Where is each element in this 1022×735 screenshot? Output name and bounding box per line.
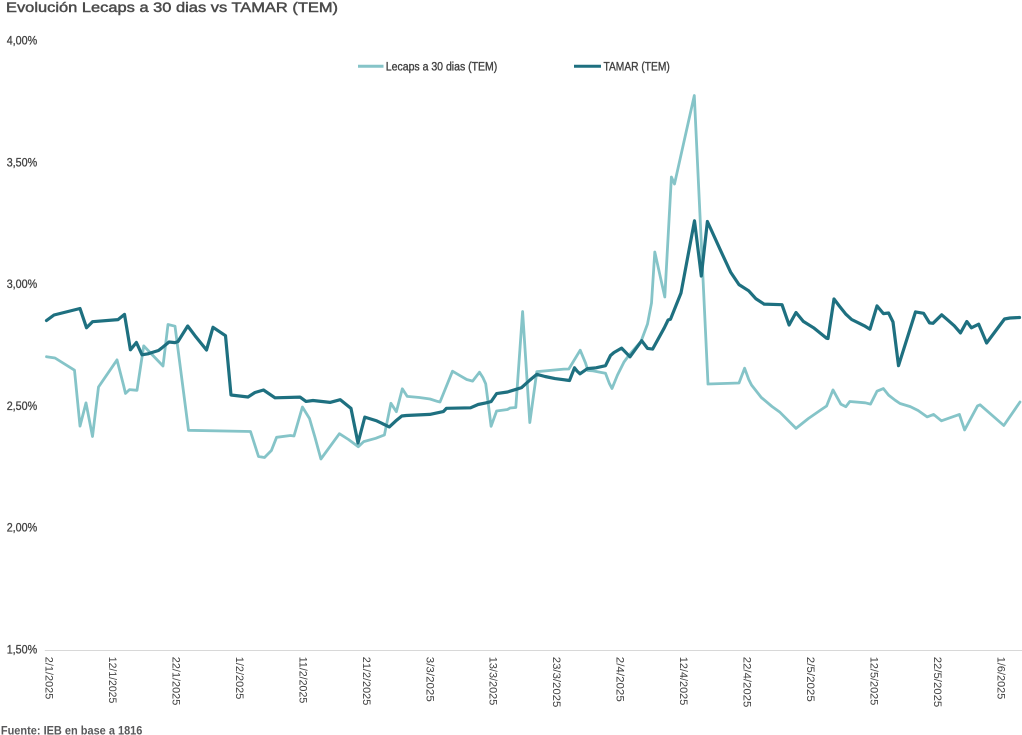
svg-text:3,50%: 3,50% xyxy=(7,155,38,169)
svg-text:2/5/2025: 2/5/2025 xyxy=(804,657,816,702)
svg-text:4,00%: 4,00% xyxy=(7,34,38,48)
svg-text:22/5/2025: 22/5/2025 xyxy=(931,657,943,708)
svg-text:Evolución Lecaps a 30 dias vs: Evolución Lecaps a 30 dias vs TAMAR (TEM… xyxy=(6,0,338,15)
svg-text:22/1/2025: 22/1/2025 xyxy=(169,657,181,706)
svg-text:12/4/2025: 12/4/2025 xyxy=(677,657,689,706)
svg-text:1/2/2025: 1/2/2025 xyxy=(233,657,245,700)
svg-text:2,00%: 2,00% xyxy=(7,521,38,535)
svg-text:21/2/2025: 21/2/2025 xyxy=(360,657,372,706)
svg-text:Fuente: IEB en base a 1816: Fuente: IEB en base a 1816 xyxy=(1,724,143,735)
svg-text:2,50%: 2,50% xyxy=(7,399,38,413)
svg-text:3/3/2025: 3/3/2025 xyxy=(423,657,435,702)
svg-text:12/5/2025: 12/5/2025 xyxy=(867,657,879,706)
svg-text:11/2/2025: 11/2/2025 xyxy=(296,657,308,704)
svg-text:1,50%: 1,50% xyxy=(7,643,38,657)
svg-text:TAMAR (TEM): TAMAR (TEM) xyxy=(604,59,670,73)
svg-text:1/6/2025: 1/6/2025 xyxy=(994,657,1006,700)
svg-text:13/3/2025: 13/3/2025 xyxy=(487,657,499,706)
svg-text:22/4/2025: 22/4/2025 xyxy=(741,657,753,708)
svg-text:2/4/2025: 2/4/2025 xyxy=(614,657,626,702)
svg-text:12/1/2025: 12/1/2025 xyxy=(106,657,118,704)
svg-text:Lecaps a 30 dias (TEM): Lecaps a 30 dias (TEM) xyxy=(386,59,498,73)
svg-text:23/3/2025: 23/3/2025 xyxy=(550,657,562,708)
svg-text:3,00%: 3,00% xyxy=(7,277,38,291)
svg-text:2/1/2025: 2/1/2025 xyxy=(43,657,55,700)
